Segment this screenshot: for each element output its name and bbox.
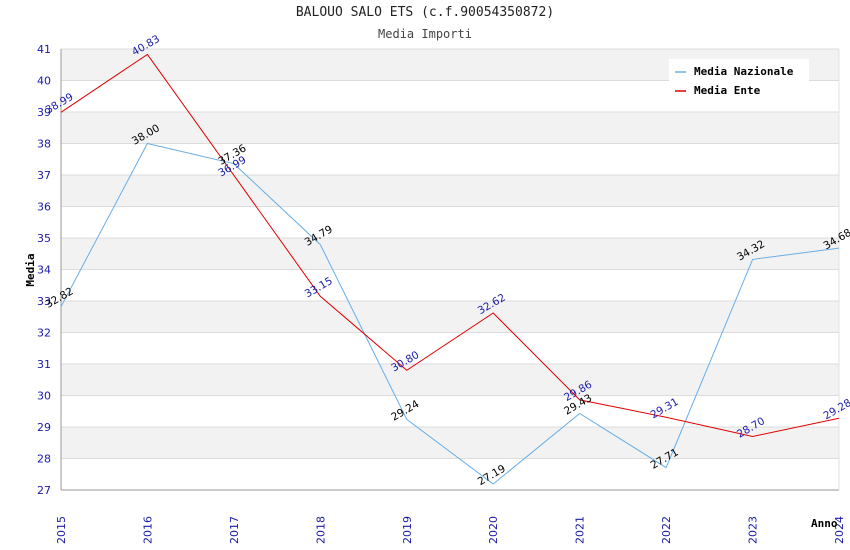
x-tick-label: 2023	[747, 516, 760, 544]
y-tick-label: 38	[37, 138, 51, 151]
x-tick-label: 2020	[487, 516, 500, 544]
grid-band	[61, 175, 839, 207]
y-tick-label: 41	[37, 43, 51, 56]
x-tick-label: 2024	[833, 516, 846, 544]
y-tick-label: 35	[37, 232, 51, 245]
grid-band	[61, 364, 839, 396]
y-tick-label: 33	[37, 295, 51, 308]
grid-band	[61, 269, 839, 301]
series-line-nazionale	[60, 142, 840, 485]
x-tick-label: 2022	[660, 516, 673, 544]
series-lines	[60, 53, 840, 485]
grid-band	[61, 458, 839, 490]
y-tick-label: 30	[37, 390, 51, 403]
y-tick-label: 36	[37, 201, 51, 214]
x-tick-label: 2016	[141, 516, 154, 544]
legend: Media Nazionale Media Ente	[669, 59, 809, 103]
grid-band	[61, 206, 839, 238]
grid-band	[61, 143, 839, 175]
grid-band	[61, 395, 839, 427]
legend-box	[669, 59, 809, 103]
x-tick-labels: 2015 2016 2017 2018 2019 2020 2021 2022 2023 2024	[55, 516, 846, 544]
chart-title: BALOUO SALO ETS (c.f.90054350872)	[295, 5, 555, 20]
y-tick-label: 37	[37, 169, 51, 182]
series-line-ente	[60, 53, 840, 438]
y-axis-label: Media	[24, 253, 37, 286]
y-tick-label: 27	[37, 484, 51, 497]
x-tick-label: 2017	[228, 516, 241, 544]
y-tick-label: 31	[37, 358, 51, 371]
axes	[60, 49, 840, 491]
grid-band	[61, 301, 839, 333]
x-tick-label: 2018	[314, 516, 327, 544]
y-tick-label: 29	[37, 421, 51, 434]
x-tick-label: 2019	[401, 516, 414, 544]
legend-label-ente: Media Ente	[694, 84, 761, 97]
grid-band	[61, 427, 839, 459]
x-tick-label: 2021	[574, 516, 587, 544]
x-axis-label: Anno	[811, 517, 838, 530]
legend-label-nazionale: Media Nazionale	[694, 65, 794, 78]
chart-subtitle: Media Importi	[378, 27, 472, 41]
grid-band	[61, 112, 839, 144]
x-tick-label: 2015	[55, 516, 68, 544]
y-tick-label: 28	[37, 453, 51, 466]
y-tick-label: 40	[37, 75, 51, 88]
grid-band	[61, 332, 839, 364]
y-tick-label: 34	[37, 264, 51, 277]
grid-bands	[61, 49, 839, 490]
y-tick-label: 39	[37, 106, 51, 119]
grid-band	[61, 238, 839, 270]
y-tick-labels: 27 28 29 30 31 32 33 34 35 36 37 38 39 40 41	[37, 43, 51, 497]
y-tick-label: 32	[37, 327, 51, 340]
